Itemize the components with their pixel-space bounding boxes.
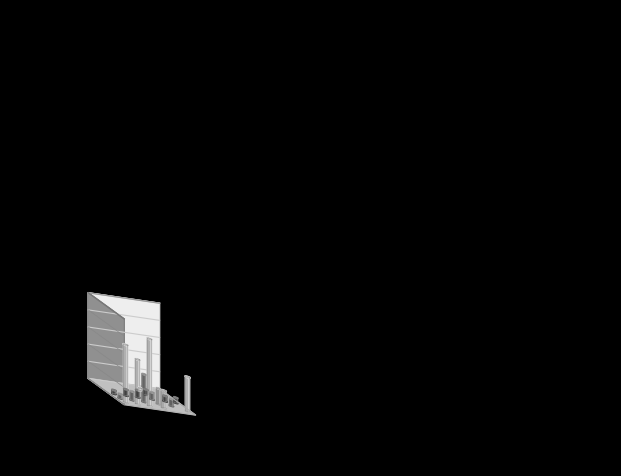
Polygon shape [88,378,196,415]
Polygon shape [169,405,174,407]
Polygon shape [130,391,134,400]
Polygon shape [161,389,166,392]
Polygon shape [119,394,122,398]
Polygon shape [185,410,190,413]
Polygon shape [124,345,128,403]
Polygon shape [123,401,129,404]
Polygon shape [169,398,174,400]
Polygon shape [124,345,125,402]
Polygon shape [112,390,116,394]
Polygon shape [185,376,190,378]
Polygon shape [174,397,178,403]
Polygon shape [123,344,129,346]
Polygon shape [173,397,178,399]
Polygon shape [118,397,122,399]
Polygon shape [138,387,142,389]
Polygon shape [138,388,140,391]
Polygon shape [88,293,160,389]
Polygon shape [170,399,173,406]
Polygon shape [130,391,132,400]
Polygon shape [147,338,150,406]
Polygon shape [150,392,152,399]
Polygon shape [163,396,165,401]
Polygon shape [124,389,126,396]
Polygon shape [174,397,176,403]
Polygon shape [161,390,164,408]
Polygon shape [142,373,147,376]
Polygon shape [156,388,160,404]
Polygon shape [163,396,167,401]
Polygon shape [156,403,161,405]
Polygon shape [88,293,124,405]
Polygon shape [135,396,140,398]
Polygon shape [143,394,148,396]
Polygon shape [112,389,116,391]
Polygon shape [161,407,166,409]
Polygon shape [150,398,154,400]
Polygon shape [144,389,148,395]
Polygon shape [173,402,178,404]
Polygon shape [135,359,138,404]
Polygon shape [156,388,158,404]
Polygon shape [163,400,168,402]
Polygon shape [144,389,146,395]
Polygon shape [130,390,134,393]
Polygon shape [136,390,138,397]
Polygon shape [161,390,166,408]
Polygon shape [142,374,144,402]
Polygon shape [150,391,154,394]
Polygon shape [147,338,152,406]
Polygon shape [163,395,168,397]
Polygon shape [170,399,171,406]
Polygon shape [119,394,120,398]
Polygon shape [112,390,114,394]
Polygon shape [142,401,147,403]
Polygon shape [124,389,128,396]
Polygon shape [130,399,134,401]
Polygon shape [138,390,142,392]
Polygon shape [150,392,154,399]
Polygon shape [156,387,161,389]
Polygon shape [135,389,140,391]
Polygon shape [142,374,146,402]
Polygon shape [186,377,188,411]
Polygon shape [135,358,140,361]
Polygon shape [112,393,116,395]
Polygon shape [147,337,152,340]
Polygon shape [138,388,142,391]
Polygon shape [124,395,128,397]
Polygon shape [147,405,152,407]
Polygon shape [136,390,140,397]
Polygon shape [135,359,140,404]
Polygon shape [118,393,122,395]
Polygon shape [186,377,189,412]
Polygon shape [135,403,140,405]
Polygon shape [143,388,148,391]
Polygon shape [124,388,128,390]
